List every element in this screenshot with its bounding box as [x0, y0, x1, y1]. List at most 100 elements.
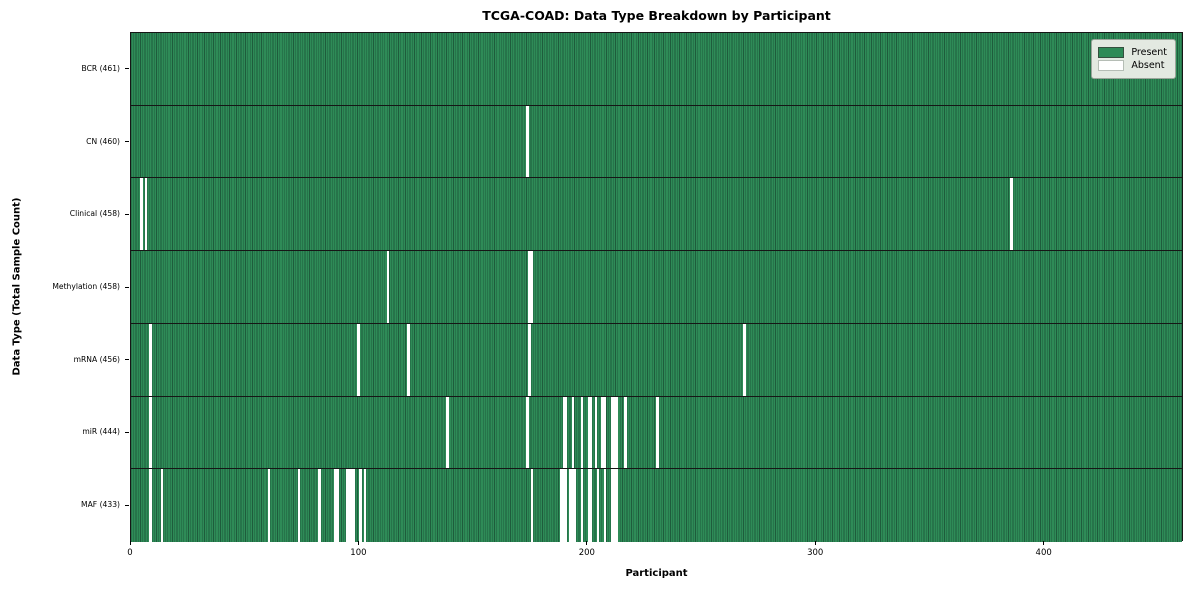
legend-entry-present: Present — [1098, 47, 1167, 58]
absent-gap — [612, 396, 616, 470]
absent-gap — [528, 251, 531, 324]
absent-gap — [596, 469, 600, 542]
heatmap-rows — [131, 33, 1182, 542]
absent-gap — [580, 396, 584, 470]
x-tick-mark — [1043, 541, 1045, 545]
y-tick-label: CN (460) — [86, 136, 120, 146]
absent-gap — [587, 469, 591, 542]
absent-gap — [530, 469, 534, 542]
legend-absent-swatch — [1098, 60, 1125, 71]
row-separator — [131, 177, 1182, 179]
absent-gap — [743, 323, 746, 397]
absent-gap — [407, 323, 410, 397]
absent-gap — [610, 396, 614, 470]
absent-gap — [571, 469, 575, 542]
absent-gap — [587, 396, 591, 470]
absent-gap — [350, 469, 353, 542]
absent-gap — [297, 469, 301, 542]
absent-gap — [615, 469, 618, 542]
row-separator — [131, 322, 1182, 324]
heatmap-row-cn — [131, 105, 1182, 179]
absent-gap — [562, 396, 566, 470]
legend: Present Absent — [1091, 39, 1176, 79]
heatmap-row-maf — [131, 469, 1182, 542]
absent-gap — [590, 396, 593, 470]
absent-gap — [530, 251, 534, 324]
x-tick-label: 100 — [350, 548, 367, 558]
absent-gap — [267, 469, 271, 542]
absent-gap — [149, 323, 152, 397]
x-tick-label: 0 — [127, 548, 133, 558]
legend-present-label: Present — [1131, 47, 1167, 58]
y-tick-mark — [125, 68, 129, 70]
absent-gap — [594, 396, 598, 470]
y-tick-label: Methylation (458) — [52, 282, 120, 291]
heatmap-row-mir — [131, 396, 1182, 470]
y-tick-label: BCR (461) — [81, 63, 121, 73]
y-tick-mark — [125, 359, 129, 361]
x-axis-title: Participant — [625, 568, 688, 579]
x-tick-mark — [129, 541, 131, 545]
absent-gap — [446, 396, 449, 470]
absent-gap — [526, 396, 529, 470]
absent-gap — [603, 469, 607, 542]
plot-area: Present Absent — [130, 32, 1183, 542]
absent-gap — [564, 396, 568, 470]
y-tick-label: miR (444) — [82, 427, 120, 437]
absent-gap — [615, 396, 618, 470]
absent-gap — [574, 469, 577, 542]
row-separator — [131, 468, 1182, 470]
legend-entry-absent: Absent — [1098, 60, 1167, 71]
y-tick-mark — [125, 141, 129, 143]
x-tick-mark — [357, 541, 359, 545]
absent-gap — [352, 469, 355, 542]
absent-gap — [610, 469, 614, 542]
absent-gap — [564, 469, 568, 542]
x-tick-label: 200 — [578, 548, 595, 558]
heatmap-row-bcr — [131, 33, 1182, 106]
y-tick-label: mRNA (456) — [73, 354, 120, 364]
absent-gap — [1010, 178, 1013, 252]
row-separator — [131, 395, 1182, 397]
absent-gap — [347, 469, 351, 542]
absent-gap — [357, 323, 360, 397]
x-tick-mark — [586, 541, 588, 545]
absent-gap — [601, 396, 604, 470]
absent-gap — [580, 469, 584, 542]
absent-gap — [562, 469, 566, 542]
absent-gap — [140, 178, 143, 252]
y-tick-label: MAF (433) — [81, 500, 120, 510]
y-tick-mark — [125, 431, 129, 433]
absent-gap — [656, 396, 659, 470]
absent-gap — [345, 469, 349, 542]
heatmap-row-clinical — [131, 178, 1182, 252]
absent-gap — [612, 469, 616, 542]
absent-gap — [334, 469, 337, 542]
absent-gap — [144, 178, 148, 252]
y-axis-title: Data Type (Total Sample Count) — [11, 197, 23, 376]
legend-absent-label: Absent — [1131, 60, 1165, 71]
legend-present-swatch — [1098, 47, 1125, 58]
absent-gap — [571, 396, 575, 470]
x-tick-label: 400 — [1035, 548, 1052, 558]
absent-gap — [603, 396, 607, 470]
absent-gap — [590, 469, 593, 542]
absent-gap — [624, 396, 627, 470]
x-tick-mark — [814, 541, 816, 545]
absent-gap — [526, 105, 529, 179]
absent-gap — [359, 469, 362, 542]
absent-gap — [149, 396, 152, 470]
absent-gap — [149, 469, 152, 542]
x-tick-label: 300 — [807, 548, 824, 558]
chart-title: TCGA-COAD: Data Type Breakdown by Partic… — [482, 8, 831, 23]
y-tick-label: Clinical (458) — [69, 209, 120, 219]
row-separator — [131, 104, 1182, 106]
heatmap-row-methylation — [131, 251, 1182, 324]
absent-gap — [386, 251, 390, 324]
y-tick-mark — [125, 286, 129, 288]
absent-gap — [560, 469, 563, 542]
absent-gap — [160, 469, 164, 542]
absent-gap — [318, 469, 321, 542]
absent-gap — [336, 469, 339, 542]
y-tick-mark — [125, 504, 129, 506]
